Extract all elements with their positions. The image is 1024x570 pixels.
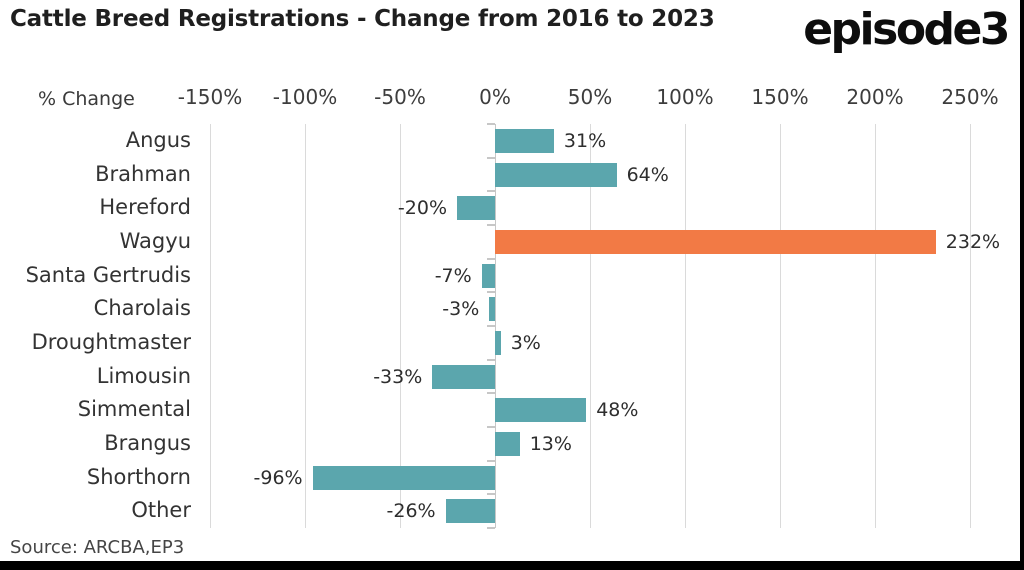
value-label-simmental: 48% — [596, 399, 639, 422]
x-tick-label: -150% — [177, 85, 243, 109]
category-label-shorthorn: Shorthorn — [86, 464, 191, 489]
bar-limousin — [432, 364, 495, 389]
value-label-brahman: 64% — [626, 163, 669, 186]
axis-tick-mark — [487, 493, 495, 495]
value-label-charolais: -3% — [442, 298, 480, 321]
x-tick-label: 100% — [656, 85, 714, 109]
x-axis-tick-labels: -150% -100% -50% 0% 50% 100% 150% 200% 250% — [178, 85, 999, 111]
x-tick-label: 200% — [846, 85, 904, 109]
axis-tick-mark — [487, 291, 495, 293]
axis-tick-mark — [487, 426, 495, 428]
axis-tick-mark — [487, 157, 495, 159]
value-label-shorthorn: -96% — [253, 466, 303, 489]
value-label-droughtmaster: 3% — [510, 331, 541, 354]
value-label-wagyu: 232% — [945, 230, 1001, 253]
value-label-angus: 31% — [563, 129, 607, 152]
value-label-santa-gertrudis: -7% — [434, 264, 472, 287]
bar-other — [445, 499, 495, 524]
x-tick-label: 0% — [479, 85, 511, 109]
category-label-droughtmaster: Droughtmaster — [31, 330, 191, 354]
gridline — [210, 124, 211, 528]
x-tick-label: 250% — [941, 85, 999, 109]
value-label-brangus: 13% — [529, 432, 572, 455]
axis-tick-mark — [487, 460, 495, 462]
gridline — [970, 124, 971, 528]
bar-droughtmaster — [495, 330, 501, 355]
bar-shorthorn — [312, 465, 495, 490]
bar-brangus — [495, 431, 520, 456]
bar-charolais — [489, 297, 495, 322]
axis-tick-mark — [487, 258, 495, 260]
axis-tick-mark — [487, 190, 495, 192]
category-label-wagyu: Wagyu — [119, 229, 191, 253]
value-label-other: -26% — [386, 500, 436, 523]
value-label-hereford: -20% — [397, 197, 447, 220]
category-label-brangus: Brangus — [104, 431, 191, 455]
x-tick-label: -50% — [374, 85, 426, 109]
category-label-other: Other — [131, 498, 191, 523]
gridline — [400, 124, 401, 528]
category-label-santa-gertrudis: Santa Gertrudis — [25, 262, 191, 287]
x-tick-label: 50% — [567, 85, 613, 109]
gridline — [875, 124, 876, 528]
axis-tick-mark — [487, 325, 495, 327]
zero-axis-line — [495, 124, 496, 528]
x-tick-label: -100% — [272, 85, 338, 109]
category-label-charolais: Charolais — [93, 296, 191, 321]
category-labels: Angus Brahman Hereford Wagyu Santa Gertrudis… — [0, 124, 191, 528]
category-label-brahman: Brahman — [95, 161, 191, 186]
gridline — [685, 124, 686, 528]
category-label-angus: Angus — [125, 128, 191, 152]
axis-tick-mark — [487, 527, 495, 529]
episode3-logo: episode3 — [803, 4, 1010, 55]
category-label-simmental: Simmental — [77, 397, 191, 422]
gridline — [590, 124, 591, 528]
bar-angus — [495, 128, 554, 153]
gridline — [305, 124, 306, 528]
axis-tick-mark — [487, 123, 495, 125]
value-label-limousin: -33% — [373, 365, 423, 388]
axis-tick-mark — [487, 392, 495, 394]
category-label-hereford: Hereford — [99, 195, 191, 220]
x-axis-label: % Change — [38, 88, 135, 110]
right-border — [1020, 0, 1024, 570]
bar-wagyu — [495, 229, 936, 254]
bottom-border — [0, 561, 1024, 570]
bar-hereford — [457, 196, 495, 221]
axis-tick-mark — [487, 224, 495, 226]
chart-title: Cattle Breed Registrations - Change from… — [10, 6, 715, 32]
source-note: Source: ARCBA,EP3 — [10, 537, 185, 558]
bar-simmental — [495, 398, 587, 423]
bar-brahman — [495, 162, 617, 187]
plot-area: 31% 64% -20% 232% -7% -3% 3% -33% 48% 13% -96% -26% — [210, 123, 1000, 529]
bar-santa-gertrudis — [481, 263, 495, 288]
axis-tick-mark — [487, 359, 495, 361]
x-tick-label: 150% — [751, 85, 809, 109]
category-label-limousin: Limousin — [96, 363, 191, 388]
gridline — [780, 124, 781, 528]
